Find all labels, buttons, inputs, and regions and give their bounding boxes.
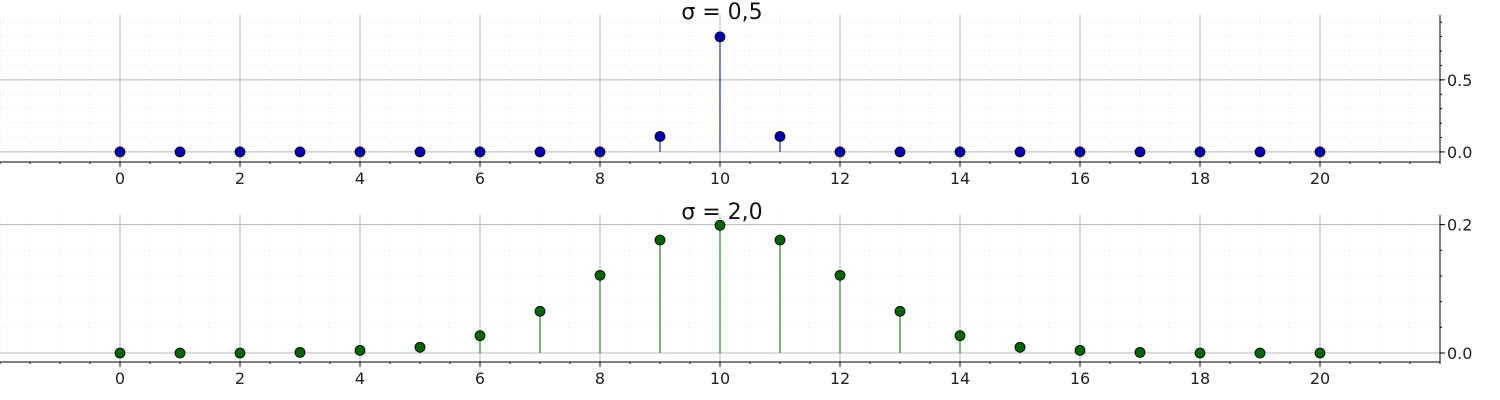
stem-marker	[774, 131, 786, 142]
x-tick-label: 20	[1310, 169, 1330, 188]
stem-marker	[774, 234, 786, 246]
x-tick-label: 16	[1070, 169, 1090, 188]
stem-marker	[354, 345, 366, 356]
y-tick-label: 0.0	[1447, 143, 1472, 162]
stem-marker	[894, 146, 906, 158]
stem-marker	[1254, 146, 1266, 158]
stem-marker	[114, 347, 126, 359]
stem-marker	[354, 146, 366, 158]
stem-marker	[594, 269, 606, 281]
stem-marker	[1194, 347, 1206, 359]
stem-marker	[834, 269, 846, 281]
stem-marker	[954, 146, 966, 158]
stem-marker	[1134, 146, 1146, 158]
stem-marker	[174, 146, 186, 158]
x-tick-label: 14	[950, 369, 970, 388]
x-tick-label: 12	[830, 369, 850, 388]
panel-title: σ = 0,5	[681, 0, 762, 25]
stem-marker	[954, 330, 966, 342]
stem-marker	[654, 234, 666, 246]
x-tick-label: 4	[355, 169, 365, 188]
x-tick-label: 2	[235, 369, 245, 388]
stem-marker	[714, 31, 726, 43]
stem-marker	[234, 146, 246, 158]
stem-marker	[1254, 347, 1266, 359]
stem-marker	[174, 347, 186, 359]
x-tick-label: 12	[830, 169, 850, 188]
stem-marker	[1014, 341, 1026, 353]
stem-marker	[894, 305, 906, 317]
stem-marker	[414, 341, 426, 353]
stem-marker	[594, 146, 606, 158]
y-tick-label: 0.2	[1447, 216, 1472, 235]
stem-marker	[1134, 346, 1146, 358]
stem-marker	[234, 347, 246, 359]
stem-marker	[1314, 347, 1326, 359]
x-tick-label: 0	[115, 369, 125, 388]
x-tick-label: 8	[595, 369, 605, 388]
stem-marker	[534, 146, 546, 158]
x-tick-label: 14	[950, 169, 970, 188]
stem-marker	[654, 131, 666, 142]
stem-marker	[294, 146, 306, 158]
stem-marker	[1014, 146, 1026, 158]
x-tick-label: 4	[355, 369, 365, 388]
stem-marker	[1314, 146, 1326, 158]
stem-marker	[834, 146, 846, 158]
x-tick-label: 18	[1190, 369, 1210, 388]
stem-marker	[714, 219, 726, 231]
x-tick-label: 8	[595, 169, 605, 188]
x-tick-label: 20	[1310, 369, 1330, 388]
x-tick-label: 2	[235, 169, 245, 188]
stem-marker	[1074, 146, 1086, 158]
x-tick-label: 18	[1190, 169, 1210, 188]
stem-marker	[474, 330, 486, 342]
stem-marker	[294, 346, 306, 358]
x-tick-label: 0	[115, 169, 125, 188]
stem-marker	[474, 146, 486, 158]
y-tick-label: 0.5	[1447, 71, 1472, 90]
x-tick-label: 10	[710, 369, 730, 388]
y-tick-label: 0.0	[1447, 344, 1472, 363]
stem-marker	[1074, 345, 1086, 356]
stem-marker	[114, 146, 126, 158]
stem-marker	[414, 146, 426, 158]
x-tick-label: 10	[710, 169, 730, 188]
stem-marker	[534, 305, 546, 317]
stem-marker	[1194, 146, 1206, 158]
x-tick-label: 6	[475, 369, 485, 388]
x-tick-label: 16	[1070, 369, 1090, 388]
panel-sigma-2-0: 0 2 4 6 8 10 12 14 16 18 20 0.0 0.2 σ = 2,0	[0, 200, 1472, 388]
panel-sigma-0-5: 0 2 4 6 8 10 12 14 16 18 20 0.0 0.5 σ = 0,5	[0, 0, 1472, 188]
x-tick-label: 6	[475, 169, 485, 188]
panel-title: σ = 2,0	[681, 200, 762, 225]
